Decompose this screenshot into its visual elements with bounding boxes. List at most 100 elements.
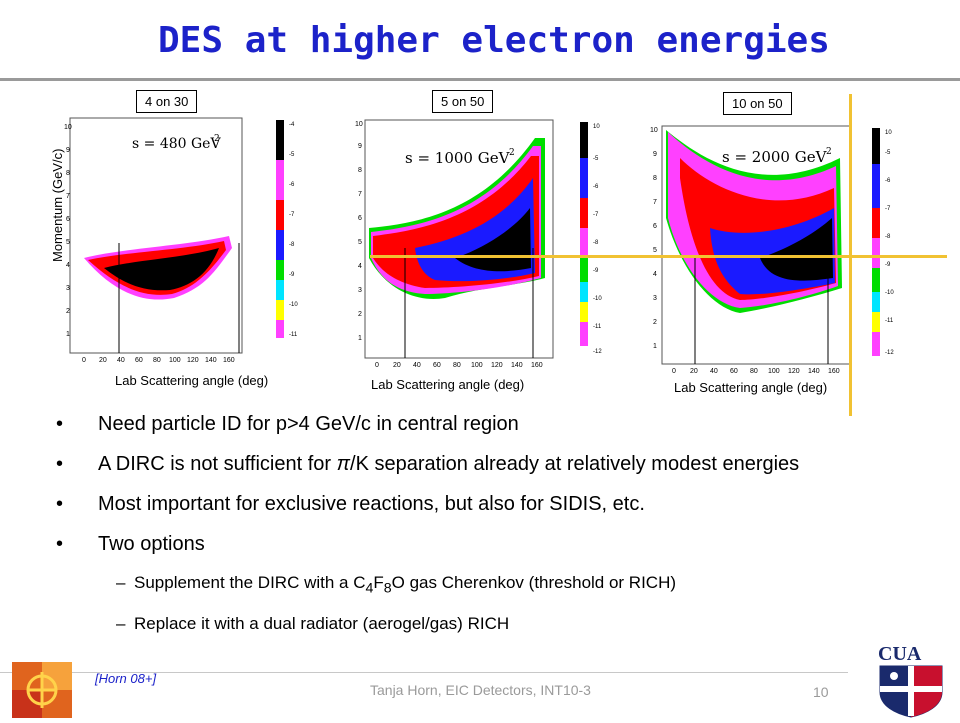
slide-title: DES at higher electron energies	[158, 20, 830, 61]
conference-logo-icon	[12, 662, 72, 723]
svg-text:20: 20	[690, 368, 698, 375]
ylabel-momentum: Momentum (GeV/c)	[50, 148, 65, 262]
svg-text:4: 4	[653, 271, 657, 278]
panel-tag-5-on-50: 5 on 50	[432, 90, 494, 113]
svg-text:80: 80	[153, 357, 161, 364]
svg-text:2: 2	[66, 308, 70, 315]
svg-text:-5: -5	[593, 156, 599, 162]
svg-text:160: 160	[223, 357, 235, 364]
svg-text:40: 40	[413, 362, 421, 369]
svg-text:2: 2	[214, 134, 220, 144]
svg-text:120: 120	[788, 368, 800, 375]
svg-text:80: 80	[453, 362, 461, 369]
plot-5-on-50: 1 2 3 4 5 6 7 8 9 10 0 20 40 60 80 100 120 140 160 s …	[355, 108, 615, 373]
svg-text:9: 9	[358, 143, 362, 150]
svg-text:-8: -8	[885, 234, 891, 240]
bullet-text: Need particle ID for p>4 GeV/c in centra…	[98, 413, 519, 435]
svg-text:s = 480 GeV: s = 480 GeV	[132, 136, 221, 152]
svg-text:5: 5	[66, 239, 70, 246]
svg-text:2: 2	[826, 147, 832, 157]
svg-text:-9: -9	[289, 272, 295, 278]
svg-text:s = 2000 GeV: s = 2000 GeV	[722, 148, 828, 166]
svg-text:140: 140	[511, 362, 523, 369]
svg-text:140: 140	[808, 368, 820, 375]
svg-text:1: 1	[66, 331, 70, 338]
sub-bullet-dash: –	[116, 573, 126, 592]
svg-text:9: 9	[653, 151, 657, 158]
svg-text:2: 2	[358, 311, 362, 318]
sub-bullet-item: – Replace it with a dual radiator (aerog…	[56, 613, 946, 635]
svg-text:-10: -10	[593, 296, 602, 302]
bullet-dot: •	[56, 453, 64, 475]
svg-text:60: 60	[730, 368, 738, 375]
sub-bullet-dash: –	[116, 614, 126, 634]
svg-text:100: 100	[768, 368, 780, 375]
svg-text:-4: -4	[289, 122, 295, 128]
svg-text:5: 5	[358, 239, 362, 246]
svg-text:9: 9	[66, 147, 70, 154]
svg-text:20: 20	[393, 362, 401, 369]
svg-text:10: 10	[885, 130, 892, 136]
sub-bullet-item: – Supplement the DIRC with a C4F8O gas C…	[56, 572, 946, 599]
svg-text:6: 6	[66, 216, 70, 223]
svg-text:40: 40	[117, 357, 125, 364]
svg-text:-12: -12	[885, 350, 894, 356]
sub-bullet-text: O gas Cherenkov (threshold or RICH)	[391, 573, 677, 592]
svg-text:5: 5	[653, 247, 657, 254]
highlight-line-vertical	[849, 94, 852, 416]
bullet-text: A DIRC is not sufficient for	[98, 453, 337, 475]
subscript: 4	[365, 580, 374, 597]
subscript: 8	[383, 580, 392, 597]
svg-text:-6: -6	[885, 178, 891, 184]
svg-text:-10: -10	[885, 290, 894, 296]
svg-text:8: 8	[358, 167, 362, 174]
svg-text:2: 2	[509, 148, 515, 158]
svg-text:-8: -8	[289, 242, 295, 248]
highlight-line-horizontal	[370, 255, 947, 258]
svg-text:-7: -7	[885, 206, 891, 212]
pi-symbol: π	[336, 453, 351, 475]
svg-text:-11: -11	[593, 324, 602, 330]
xlabel-panel-1: Lab Scattering angle (deg)	[115, 373, 269, 388]
plot-10-on-50: 1 2 3 4 5 6 7 8 9 10 0 20 40 60 80 100 120 140 160 s …	[650, 118, 912, 378]
page-number: 10	[813, 684, 829, 700]
panel-tag-4-on-30: 4 on 30	[136, 90, 198, 113]
svg-text:0: 0	[82, 357, 86, 364]
svg-text:160: 160	[828, 368, 840, 375]
svg-text:3: 3	[358, 287, 362, 294]
sub-bullet-text: Replace it with a dual radiator (aerogel…	[134, 614, 510, 634]
svg-text:-11: -11	[289, 332, 298, 338]
svg-text:100: 100	[169, 357, 181, 364]
svg-text:-9: -9	[593, 268, 599, 274]
svg-text:10: 10	[64, 124, 72, 131]
bullet-dot: •	[56, 533, 64, 555]
svg-text:0: 0	[672, 368, 676, 375]
svg-text:0: 0	[375, 362, 379, 369]
svg-text:-8: -8	[593, 240, 599, 246]
title-divider	[0, 78, 960, 81]
svg-text:6: 6	[358, 215, 362, 222]
svg-text:-5: -5	[885, 150, 891, 156]
xlabel-panel-3: Lab Scattering angle (deg)	[674, 380, 828, 395]
reference-note: [Horn 08+]	[95, 671, 157, 686]
footer-text: Tanja Horn, EIC Detectors, INT10-3	[370, 682, 591, 698]
svg-text:-5: -5	[289, 152, 295, 158]
bullet-item: • A DIRC is not sufficient for π/K separ…	[56, 452, 946, 476]
sub-bullet-text: F	[373, 573, 384, 592]
bullet-item: • Most important for exclusive reactions…	[56, 492, 946, 516]
svg-text:10: 10	[593, 124, 600, 130]
svg-text:-9: -9	[885, 262, 891, 268]
svg-text:-11: -11	[885, 318, 894, 324]
bullet-text: Two options	[98, 533, 205, 555]
svg-text:-6: -6	[593, 184, 599, 190]
svg-text:160: 160	[531, 362, 543, 369]
svg-text:1: 1	[358, 335, 362, 342]
panel-tag-10-on-50: 10 on 50	[723, 92, 792, 115]
bullet-item: • Need particle ID for p>4 GeV/c in cent…	[56, 412, 946, 436]
svg-text:7: 7	[66, 193, 70, 200]
svg-text:120: 120	[187, 357, 199, 364]
bullet-list: • Need particle ID for p>4 GeV/c in cent…	[56, 412, 946, 649]
svg-text:20: 20	[99, 357, 107, 364]
svg-text:s = 1000 GeV: s = 1000 GeV	[405, 149, 511, 167]
svg-text:4: 4	[66, 262, 70, 269]
